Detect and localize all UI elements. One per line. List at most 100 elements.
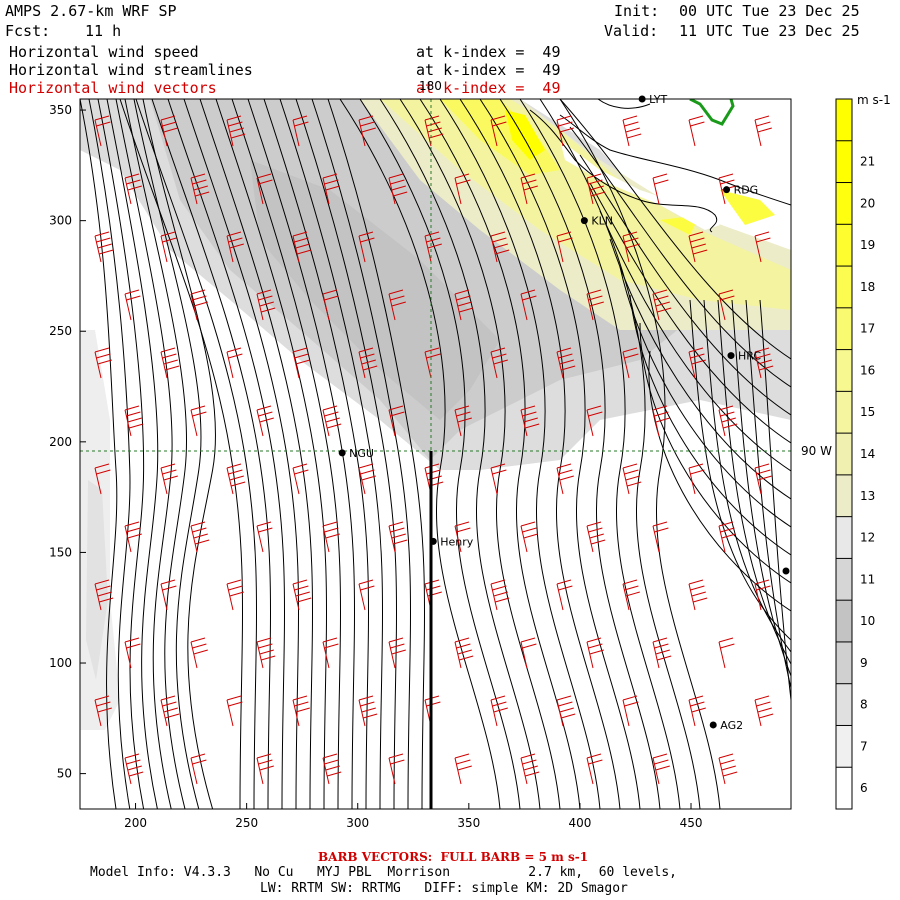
wind-barb-staff [322,525,330,553]
wind-barb-flag [492,701,507,707]
colorbar-swatch [836,474,852,517]
wind-barb-flag [96,701,111,707]
wind-barb-staff [454,757,462,785]
footer-line-1: Model Info: V4.3.3 No Cu MYJ PBL Morriso… [90,865,677,880]
streamline [124,99,188,809]
wind-barb-flag [556,115,572,121]
wind-barb-flag [294,469,309,475]
wind-barb-flag [294,237,309,243]
colorbar-swatch [836,558,852,601]
streamline [106,99,159,809]
wind-barb-flag [295,359,310,365]
station-label: HRC [738,350,761,363]
wind-barb-flag [426,701,441,707]
wind-barb-flag [454,521,470,527]
wind-barb-flag [162,237,177,243]
field-level-streamlines: at k-index = 49 [416,61,561,79]
wind-barb-flag [556,695,572,701]
streamline [717,299,791,665]
station-edge-marker [782,567,790,575]
wind-barb-staff [292,119,300,147]
wind-barb-flag [627,133,642,139]
wind-barb-staff [520,177,528,205]
wind-barb-flag [226,463,242,469]
wind-barb-flag [691,359,706,365]
field-level-speed: at k-index = 49 [416,43,561,61]
colorbar-label: 8 [860,698,868,712]
wind-barb-staff [226,119,234,147]
wind-barb-flag [624,701,639,707]
streamline [359,99,521,809]
streamline [519,99,681,809]
colorbar-label: 21 [860,155,875,169]
wind-barb-flag [625,591,640,597]
wind-barb-staff [688,467,696,495]
wind-barb-flag [586,289,602,295]
wind-barb-flag [523,417,538,423]
colorbar-label: 9 [860,656,868,670]
wind-barb-flag [693,249,708,255]
wind-barb-staff [358,351,366,379]
y-tick-label: 100 [49,656,72,670]
wind-barb-flag [360,353,375,359]
wind-barb-flag [322,405,338,411]
wind-barb-flag [322,173,338,179]
wind-barb-flag [718,637,734,643]
wind-barb-staff [622,235,630,263]
wind-barb-flag [759,365,774,371]
wind-barb-staff [292,583,300,611]
y-tick-label: 300 [49,214,72,228]
wind-barb-flag [292,115,308,121]
wind-barb-flag [655,417,670,423]
wind-barb-flag [360,121,375,127]
wind-barb-flag [190,173,206,179]
x-tick-label: 350 [457,816,480,830]
wind-barb-flag [294,353,309,359]
wind-barb-flag [589,533,604,539]
wind-barb-flag [688,695,704,701]
wind-barb-flag [588,179,603,185]
station-marker [338,449,346,457]
wind-barb-flag [459,655,474,661]
wind-barb-flag [228,701,243,707]
wind-barb-flag [126,411,141,417]
wind-barb-staff [226,351,234,379]
wind-barb-flag [754,579,770,585]
wind-barb-staff [124,409,132,437]
wind-barb-flag [388,405,404,411]
streamline [199,99,313,809]
wind-barb-flag [391,301,406,307]
wind-barb-flag [94,579,110,585]
colorbar-swatch [836,266,852,308]
wind-barb-flag [688,347,704,353]
wind-barb-flag [558,353,573,359]
wind-barb-staff [124,293,132,321]
wind-barb-flag [691,707,706,713]
wind-barb-staff [520,525,528,553]
wind-barb-staff [292,699,300,727]
wind-barb-flag [226,231,242,237]
wind-barb-flag [457,649,472,655]
wind-barb-flag [558,585,573,591]
wind-barb-flag [390,759,405,765]
wind-barb-staff [358,699,366,727]
wind-barb-flag [327,771,342,777]
wind-barb-staff [490,467,498,495]
wind-barb-flag [495,249,510,255]
streamline [703,299,791,653]
wind-barb-flag [754,347,770,353]
wind-barb-flag [492,121,507,127]
wind-barb-flag [558,469,573,475]
wind-barb-flag [358,695,374,701]
wind-barb-staff [454,177,462,205]
wind-barb-flag [390,643,405,649]
wind-barb-flag [261,655,276,661]
wind-barb-staff [718,177,726,205]
wind-barb-flag [124,173,140,179]
wind-barb-flag [624,469,639,475]
wind-barb-flag [520,753,536,759]
wind-barb-flag [190,521,206,527]
wind-barb-flag [322,753,338,759]
wind-barb-flag [190,405,206,411]
wind-barb-flag [756,353,771,359]
